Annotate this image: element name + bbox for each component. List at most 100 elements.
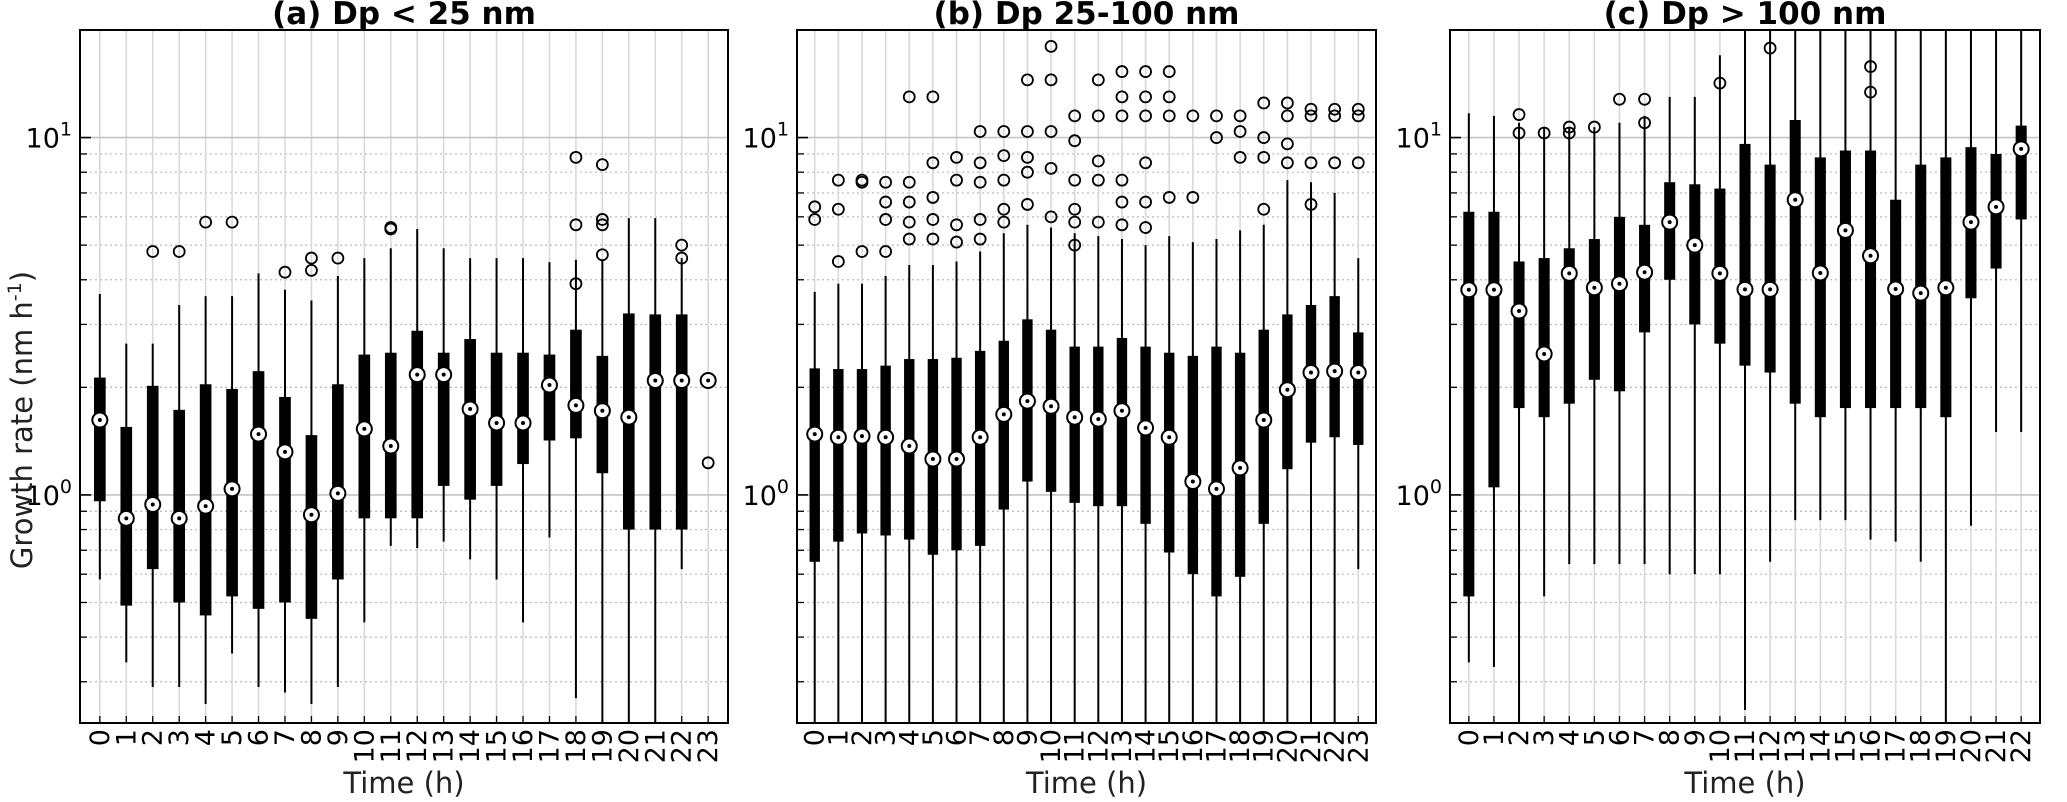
flier [278, 265, 292, 279]
panel-b: 1001010123456789101112131415161718192021… [743, 0, 1377, 800]
box-7: 7 [965, 125, 996, 746]
flier [973, 213, 987, 226]
median-dot [1667, 220, 1672, 225]
flier [1021, 73, 1034, 87]
flier [305, 263, 318, 277]
x-tick-label: 18 [1906, 729, 1937, 763]
flier [973, 156, 987, 170]
flier [1351, 156, 1365, 170]
median-dot [521, 420, 526, 425]
flier [1304, 102, 1318, 116]
box-22: 22 [1320, 102, 1351, 763]
flier [1021, 151, 1034, 164]
flier [1280, 96, 1294, 110]
flier [926, 90, 940, 104]
box-12: 12 [1755, 30, 1786, 763]
box [1488, 211, 1500, 488]
plot-frame [79, 29, 729, 724]
x-tick-label: 14 [1131, 729, 1162, 763]
flier [1257, 202, 1271, 216]
box-18: 18 [1225, 109, 1256, 763]
box [94, 377, 106, 502]
y-tick-label: 100 [743, 476, 789, 512]
x-tick-label: 8 [296, 729, 327, 746]
flier [1562, 120, 1576, 134]
box [1839, 150, 1851, 409]
box-21: 21 [1981, 30, 2012, 763]
flier [595, 158, 609, 172]
flier [808, 200, 822, 214]
box [570, 329, 582, 439]
x-tick-label: 0 [1454, 729, 1485, 746]
median-dot [859, 434, 864, 439]
box-0: 0 [800, 200, 831, 746]
box-7: 7 [270, 265, 301, 746]
median-dot [1096, 417, 1101, 422]
median-dot [362, 426, 367, 431]
x-tick-label: 14 [455, 729, 486, 763]
flier [1537, 126, 1551, 140]
median-dot [907, 444, 912, 449]
flier [950, 218, 963, 232]
flier [1044, 73, 1058, 87]
median-dot [836, 435, 841, 440]
box [880, 365, 891, 536]
box [279, 396, 291, 603]
flier [1638, 92, 1651, 106]
flier [1186, 191, 1200, 204]
y-tick-label: 101 [1396, 119, 1442, 155]
x-tick-label: 6 [1604, 729, 1635, 746]
flier [675, 238, 689, 252]
flier [1763, 41, 1777, 55]
flier [1351, 102, 1365, 116]
flier [1044, 210, 1058, 224]
box [1865, 150, 1877, 409]
median-dot [1119, 408, 1124, 413]
x-tick-label: 2 [138, 729, 169, 746]
box [974, 350, 986, 546]
flier [1044, 161, 1058, 175]
y-tick-label: 101 [26, 119, 72, 155]
flier [569, 277, 583, 291]
flier [595, 248, 609, 262]
flier [1044, 125, 1058, 138]
x-tick-label: 3 [164, 729, 195, 746]
flier [1186, 109, 1200, 123]
median-dot [1542, 351, 1547, 356]
flier [973, 175, 987, 189]
median-dot [573, 403, 578, 408]
flier [1713, 76, 1727, 90]
box-2: 2 [847, 173, 878, 746]
box-13: 13 [429, 248, 460, 763]
box-17: 17 [1881, 30, 1912, 763]
x-tick-label: 21 [1981, 729, 2012, 763]
flier [1021, 165, 1034, 179]
box [1588, 239, 1600, 380]
flier [1613, 92, 1626, 106]
flier [1068, 202, 1082, 216]
x-tick-label: 23 [693, 729, 724, 763]
box [1689, 184, 1701, 325]
box-21: 21 [640, 218, 671, 763]
x-tick-label: 15 [482, 729, 513, 763]
x-tick-label: 22 [1320, 729, 1351, 763]
box-12: 12 [402, 228, 433, 763]
median-dot [1843, 228, 1848, 233]
x-tick-label: 10 [1036, 729, 1067, 763]
flier [1068, 109, 1082, 123]
median-dot [2019, 146, 2024, 151]
x-axis-label: Time (h) [1025, 766, 1147, 800]
box [1664, 182, 1676, 280]
median-dot [124, 516, 129, 521]
box [1739, 143, 1751, 366]
median-dot [883, 435, 888, 440]
box [1116, 337, 1128, 507]
box-18: 18 [561, 151, 592, 763]
flier [950, 173, 963, 187]
median-dot [309, 512, 314, 517]
flier [831, 255, 845, 268]
x-tick-label: 1 [1479, 729, 1510, 746]
flier [902, 90, 916, 104]
box-9: 9 [1680, 96, 1711, 746]
box [464, 339, 476, 500]
